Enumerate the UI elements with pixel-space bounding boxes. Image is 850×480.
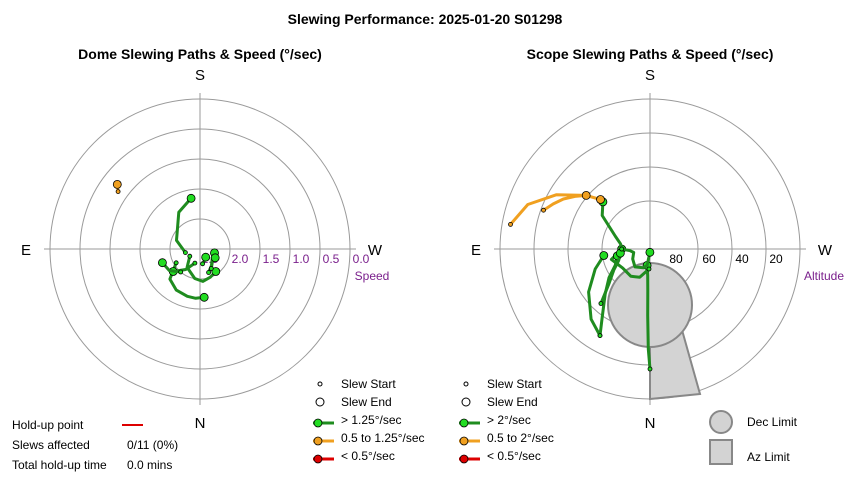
legend-slow-marker xyxy=(459,454,469,464)
scope-slew-start-point xyxy=(541,207,546,213)
dome-slew-start-point xyxy=(173,260,179,266)
legend-slew-end-marker xyxy=(461,397,471,407)
dome-dir-left: E xyxy=(21,242,31,259)
scope-radial-axis-label: Altitude xyxy=(804,269,844,283)
scope-slew-end-point xyxy=(645,247,655,257)
scope-legend-slew-end: Slew End xyxy=(487,395,538,409)
scope-tick-label: 80 xyxy=(669,252,683,266)
scope-slew-path xyxy=(621,247,652,270)
holdup-slews-value: 0/11 (0%) xyxy=(127,438,178,452)
scope-dir-left: E xyxy=(471,242,481,259)
dome-dir-top: S xyxy=(195,67,205,84)
legend-az-limit-marker xyxy=(709,439,733,465)
scope-slew-end-point xyxy=(581,190,591,200)
legend-fast-marker xyxy=(313,418,323,428)
scope-slew-end-point xyxy=(599,251,609,260)
scope-slew-paths xyxy=(508,190,655,372)
scope-legend-medium: 0.5 to 2°/sec xyxy=(487,431,554,445)
dome-tick-label: 1.5 xyxy=(263,252,280,266)
dome-legend-slew-start: Slew Start xyxy=(341,377,396,391)
scope-legend-fast: > 2°/sec xyxy=(487,413,531,427)
dome-legend-slew-end: Slew End xyxy=(341,395,392,409)
scope-slew-path xyxy=(587,254,606,337)
dome-dir-bottom: N xyxy=(195,415,206,432)
legend-slow-marker xyxy=(313,454,323,464)
dome-polar-chart: Dome Slewing Paths & Speed (°/sec) S N E… xyxy=(21,46,389,432)
dome-slew-end-point xyxy=(201,252,211,262)
dome-legend-slow: < 0.5°/sec xyxy=(341,449,395,463)
scope-legend-slew-start: Slew Start xyxy=(487,377,542,391)
dome-legend: Slew Start Slew End > 1.25°/sec 0.5 to 1… xyxy=(313,377,425,464)
dome-slew-start-point xyxy=(187,253,193,259)
holdup-slews-label: Slews affected xyxy=(12,438,90,452)
dome-slew-end-point xyxy=(157,258,167,268)
dome-slew-start-point xyxy=(200,261,206,267)
dome-slew-start-point xyxy=(178,269,184,275)
dome-slew-paths xyxy=(112,179,221,302)
scope-slew-end-point xyxy=(596,195,605,204)
dome-slew-start-point xyxy=(192,260,198,266)
scope-slew-start-point xyxy=(647,366,653,372)
figure-title: Slewing Performance: 2025-01-20 S01298 xyxy=(288,11,563,27)
scope-legend-slow: < 0.5°/sec xyxy=(487,449,541,463)
scope-slew-start-point xyxy=(598,301,604,306)
legend-medium-marker xyxy=(313,436,323,446)
legend-slew-start-marker xyxy=(317,381,323,387)
holdup-total-value: 0.0 mins xyxy=(127,458,172,472)
dome-slew-end-point xyxy=(211,267,221,276)
dome-slew-start-point xyxy=(206,270,212,275)
holdup-point-label: Hold-up point xyxy=(12,418,84,432)
scope-dir-bottom: N xyxy=(645,415,656,432)
dome-slew-end-point xyxy=(199,292,209,302)
dome-slew-start-point xyxy=(182,250,188,256)
scope-tick-label: 20 xyxy=(769,252,783,266)
dome-tick-label: 1.0 xyxy=(293,252,310,266)
dome-slew-start-point xyxy=(208,266,214,271)
scope-legend-az-limit: Az Limit xyxy=(747,450,790,464)
scope-slew-start-point xyxy=(508,221,513,227)
dome-slew-path xyxy=(185,255,217,283)
dome-dir-right: W xyxy=(368,242,383,259)
dome-slew-end-point xyxy=(186,193,196,203)
scope-dir-right: W xyxy=(818,242,833,259)
dome-slew-path xyxy=(175,197,193,254)
scope-dir-top: S xyxy=(645,67,655,84)
scope-chart-title: Scope Slewing Paths & Speed (°/sec) xyxy=(527,46,774,62)
holdup-total-label: Total hold-up time xyxy=(12,458,107,472)
dome-tick-label: 2.0 xyxy=(232,252,249,266)
dome-slew-end-point xyxy=(112,179,122,189)
dome-tick-label: 0.0 xyxy=(353,252,370,266)
legend-dec-limit-marker xyxy=(709,410,733,434)
scope-slew-path xyxy=(599,252,622,305)
legend-slew-end-marker xyxy=(315,397,325,407)
dome-slew-end-point xyxy=(210,253,220,263)
legend-fast-marker xyxy=(459,418,469,428)
dome-slew-start-point xyxy=(115,189,121,195)
dome-legend-medium: 0.5 to 1.25°/sec xyxy=(341,431,425,445)
dome-slew-path xyxy=(168,262,205,300)
scope-slew-start-point xyxy=(619,246,625,252)
scope-slew-path xyxy=(609,247,650,279)
dome-radial-axis-label: Speed xyxy=(355,269,390,283)
scope-dec-limit-region xyxy=(607,262,693,348)
scope-slew-start-point xyxy=(597,333,603,339)
scope-tick-label: 60 xyxy=(702,252,716,266)
scope-tick-label: 40 xyxy=(735,252,749,266)
scope-legend-dec-limit: Dec Limit xyxy=(747,415,798,429)
scope-slew-path xyxy=(600,201,624,250)
legend-medium-marker xyxy=(459,436,469,446)
scope-slew-start-point xyxy=(646,266,652,272)
scope-slew-path xyxy=(645,265,652,370)
dome-chart-title: Dome Slewing Paths & Speed (°/sec) xyxy=(78,46,322,62)
scope-slew-path xyxy=(542,193,587,212)
scope-legend: Slew Start Slew End > 2°/sec 0.5 to 2°/s… xyxy=(459,377,798,465)
legend-slew-start-marker xyxy=(463,381,469,387)
dome-legend-fast: > 1.25°/sec xyxy=(341,413,402,427)
dome-tick-label: 0.5 xyxy=(323,252,340,266)
scope-slew-path xyxy=(509,193,601,226)
holdup-summary: Hold-up point Slews affected 0/11 (0%) T… xyxy=(12,418,178,472)
scope-polar-chart: Scope Slewing Paths & Speed (°/sec) S N … xyxy=(471,46,844,432)
